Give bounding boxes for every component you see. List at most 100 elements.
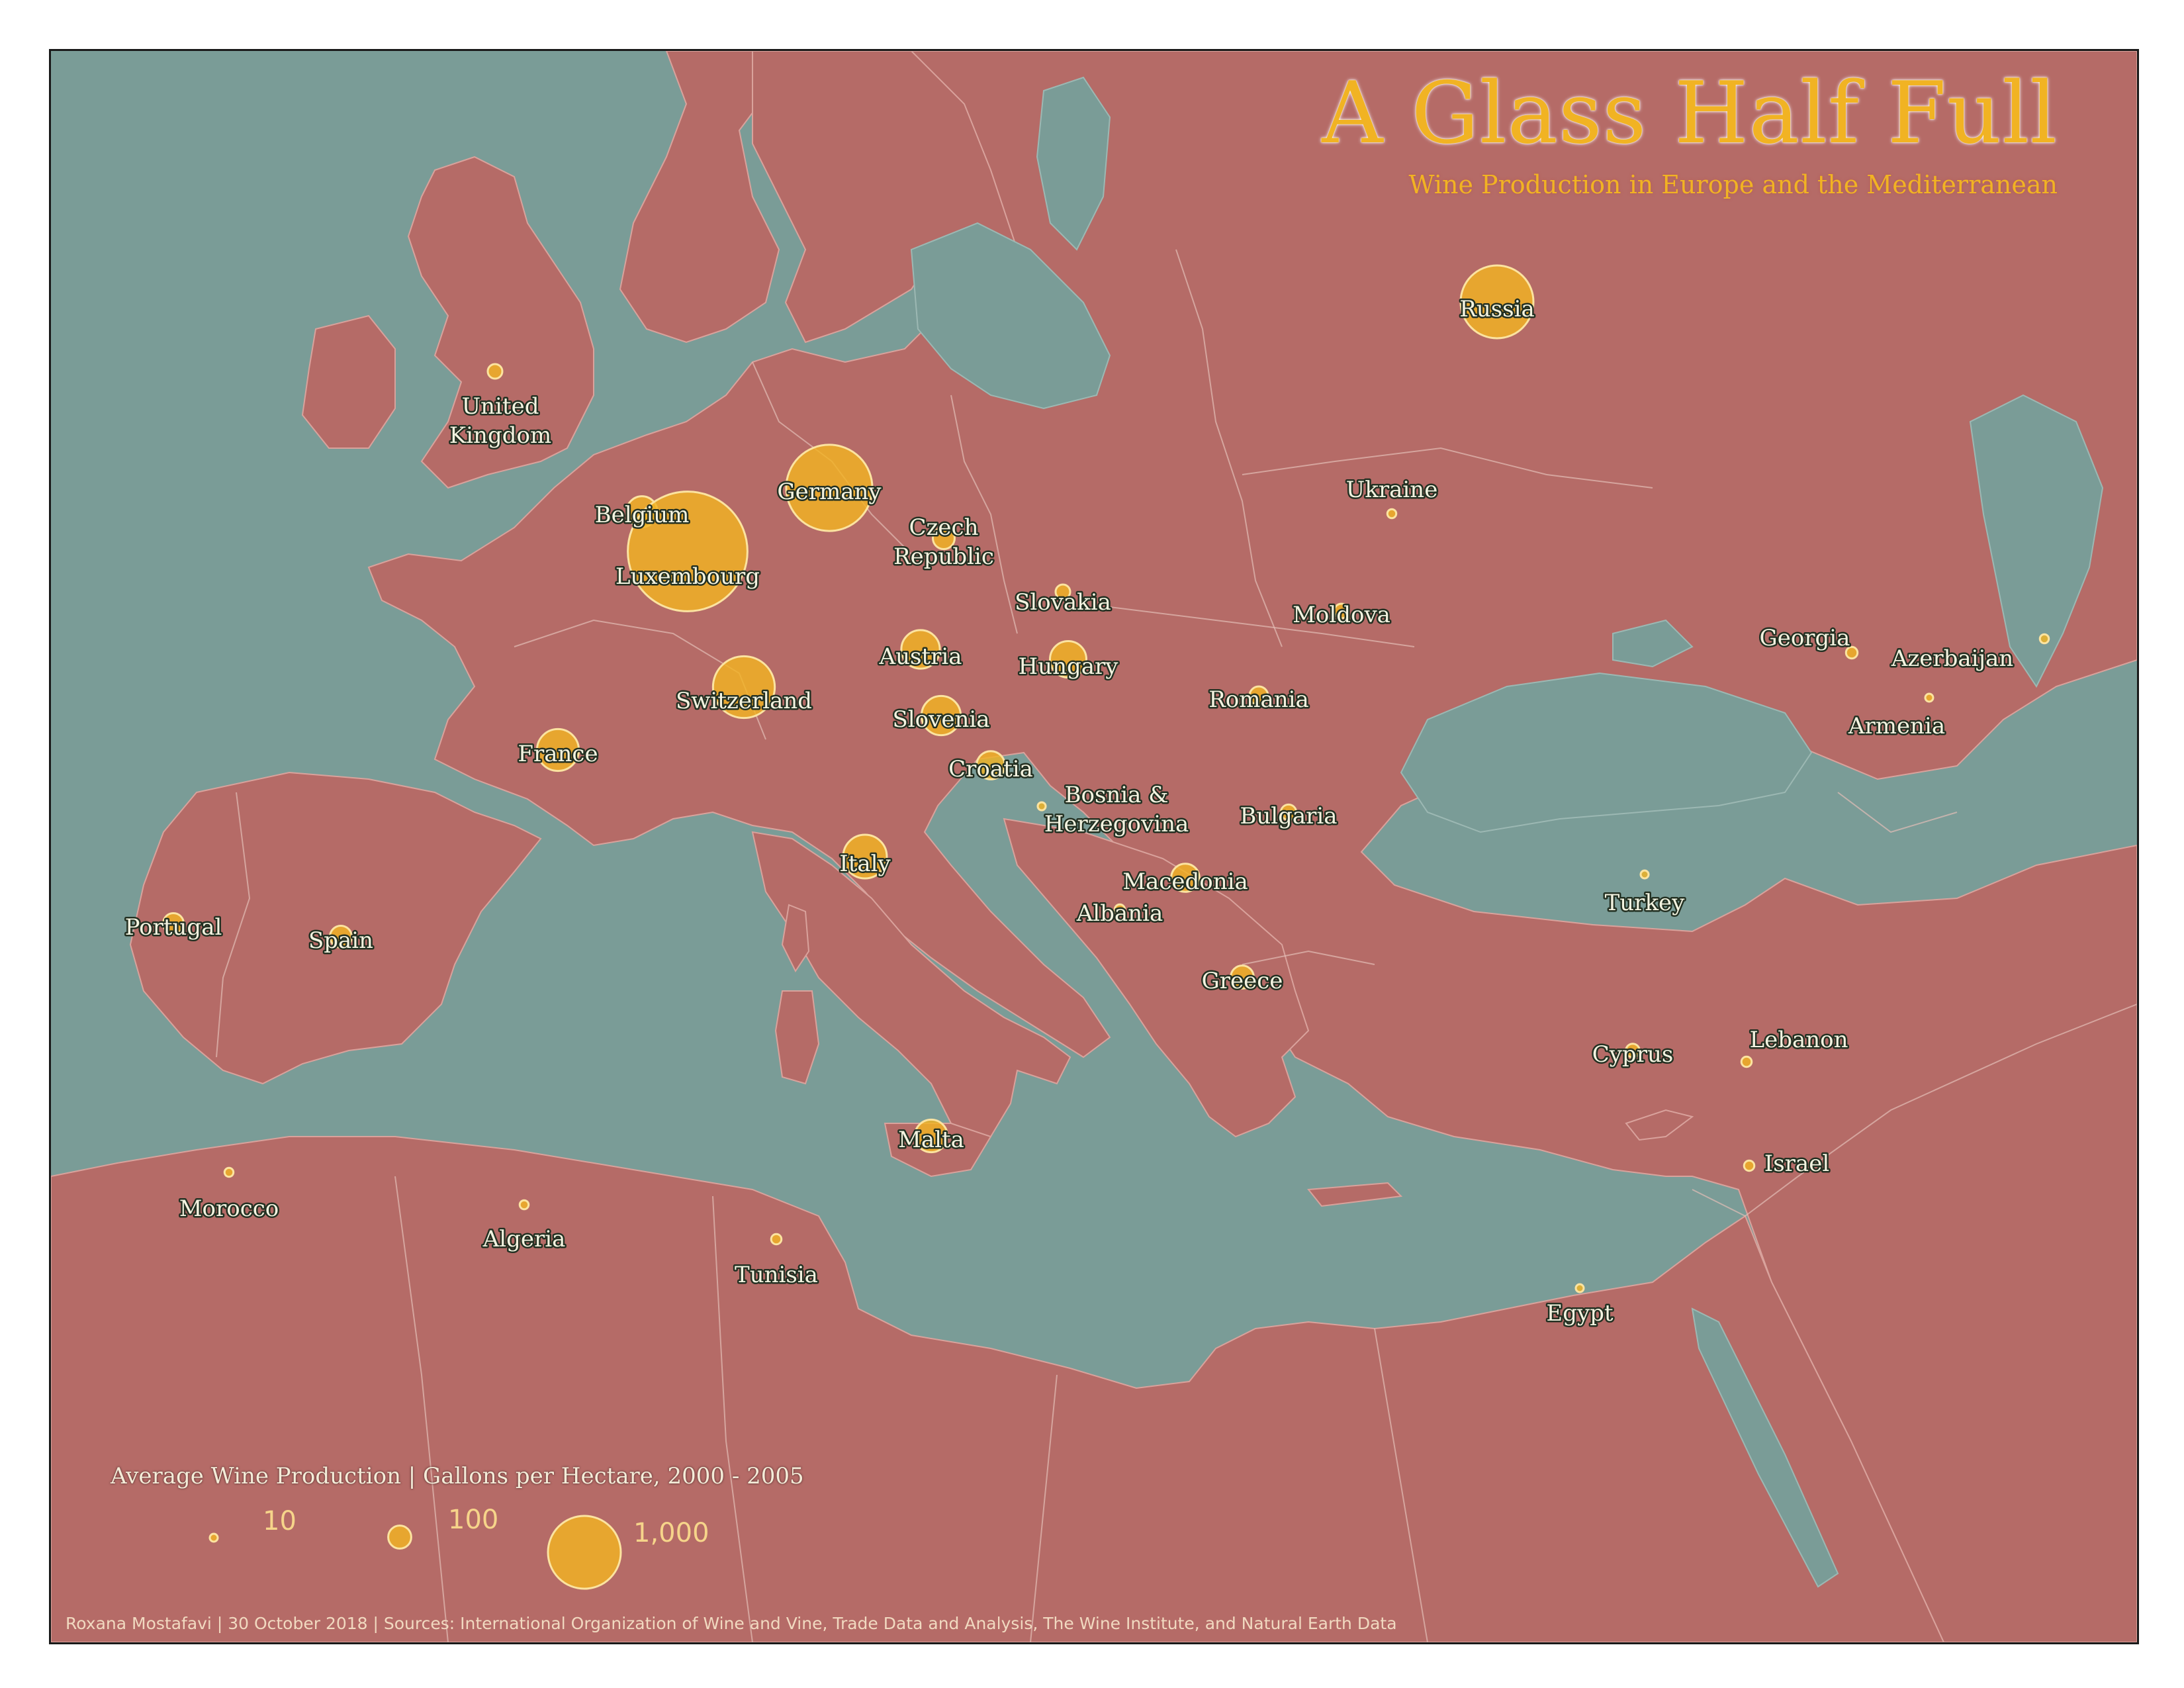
bubble-georgia bbox=[1844, 645, 1859, 660]
land-balkans bbox=[1003, 818, 1310, 1138]
bubble-malta bbox=[913, 1118, 949, 1154]
bubble-russia bbox=[1459, 264, 1535, 340]
label-italy: Italy bbox=[839, 851, 891, 877]
bubble-morocco bbox=[223, 1166, 235, 1178]
land-ireland bbox=[301, 314, 396, 449]
border-line bbox=[712, 1196, 753, 1642]
border-line bbox=[394, 1176, 449, 1642]
azov-sea bbox=[1612, 619, 1694, 668]
label-romania: Romania bbox=[1208, 686, 1309, 713]
legend-label-10: 10 bbox=[263, 1506, 296, 1536]
legend-label-100: 100 bbox=[448, 1505, 499, 1535]
bubble-algeria bbox=[518, 1199, 530, 1211]
bubble-lebanon bbox=[1740, 1055, 1753, 1068]
label-cyprus: Cyprus bbox=[1592, 1041, 1674, 1068]
land-italy bbox=[751, 831, 1071, 1164]
border-line bbox=[1109, 606, 1415, 647]
label-moldova: Moldova bbox=[1293, 602, 1390, 628]
bubble-switzerland bbox=[711, 655, 776, 720]
bubble-azerbaijan bbox=[2038, 633, 2050, 645]
legend-label-1000: 1,000 bbox=[633, 1518, 709, 1548]
label-slovakia: Slovakia bbox=[1015, 589, 1111, 616]
production-bubbles bbox=[161, 264, 2050, 1293]
border-line bbox=[1242, 950, 1375, 965]
label-belgium: Belgium bbox=[595, 502, 690, 528]
bubble-slovenia bbox=[920, 694, 962, 737]
baltic-sea bbox=[910, 222, 1111, 410]
label-georgia: Georgia bbox=[1760, 625, 1850, 651]
label-morocco: Morocco bbox=[179, 1196, 279, 1222]
label-russia: Russia bbox=[1459, 296, 1535, 322]
border-line bbox=[1837, 792, 1958, 833]
bubble-romania bbox=[1248, 685, 1269, 706]
label-hungary: Hungary bbox=[1019, 653, 1119, 680]
bubble-luxembourg bbox=[627, 491, 749, 612]
bubble-tunisia bbox=[770, 1233, 783, 1246]
bubble-italy bbox=[842, 833, 888, 880]
label-macedonia: Macedonia bbox=[1122, 868, 1248, 895]
label-france: France bbox=[518, 741, 598, 767]
label-malta: Malta bbox=[898, 1127, 964, 1153]
bubble-bulgaria bbox=[1279, 803, 1298, 821]
legend-bubble-1000 bbox=[547, 1515, 622, 1590]
bubble-germany bbox=[785, 444, 874, 532]
border-line bbox=[216, 792, 251, 1058]
map-title: A Glass Half Full bbox=[1322, 64, 2058, 163]
label-luxembourg: Luxembourg bbox=[615, 563, 760, 590]
label-czech-republic: Czech bbox=[909, 514, 979, 541]
map-subtitle: Wine Production in Europe and the Medite… bbox=[1408, 170, 2058, 199]
label-turkey: Turkey bbox=[1605, 890, 1686, 916]
bubble-albania bbox=[1113, 903, 1126, 916]
inland-seas bbox=[910, 76, 2104, 1588]
bubble-macedonia bbox=[1170, 863, 1201, 893]
label-bosnia-herzegovina: Bosnia & bbox=[1064, 782, 1168, 808]
legend-bubble-10 bbox=[208, 1532, 219, 1543]
border-line bbox=[1175, 249, 1283, 647]
label-germany: Germany bbox=[777, 479, 882, 505]
black-sea bbox=[1400, 672, 1813, 833]
bubble-slovakia bbox=[1054, 583, 1071, 600]
label-tunisia: Tunisia bbox=[735, 1262, 818, 1288]
label-greece: Greece bbox=[1202, 968, 1283, 994]
border-line bbox=[950, 395, 1018, 634]
label-portugal: Portugal bbox=[125, 914, 222, 941]
legend-bubble-100 bbox=[387, 1524, 412, 1550]
bubble-moldova bbox=[1333, 602, 1350, 620]
label-lebanon: Lebanon bbox=[1750, 1027, 1848, 1053]
land-great-britain bbox=[407, 156, 594, 489]
bubble-france bbox=[535, 727, 580, 773]
bubble-ukraine bbox=[1386, 508, 1398, 520]
label-austria: Austria bbox=[879, 643, 962, 670]
bubble-cyprus bbox=[1625, 1043, 1641, 1058]
bubble-armenia bbox=[1924, 692, 1934, 703]
label-armenia: Armenia bbox=[1848, 713, 1945, 739]
bubble-turkey bbox=[1639, 869, 1650, 880]
red-sea bbox=[1691, 1307, 1839, 1588]
label-albania: Albania bbox=[1076, 900, 1163, 927]
map-frame: Russia United Kingdom Ukraine Germany Belgium… bbox=[49, 49, 2139, 1644]
caspian-sea bbox=[1969, 394, 2104, 688]
label-israel: Israel bbox=[1764, 1150, 1829, 1177]
border-line bbox=[1692, 1004, 2137, 1217]
label-croatia: Croatia bbox=[948, 756, 1033, 782]
bubble-greece bbox=[1230, 964, 1255, 990]
label-switzerland: Switzerland bbox=[676, 688, 812, 714]
land-crete bbox=[1307, 1182, 1403, 1207]
label-bulgaria: Bulgaria bbox=[1240, 803, 1337, 829]
bubble-croatia bbox=[976, 750, 1006, 780]
bubble-austria bbox=[900, 629, 941, 670]
label-azerbaijan: Azerbaijan bbox=[1891, 645, 2013, 672]
label-slovenia: Slovenia bbox=[892, 706, 989, 733]
bubble-bosnia-herzegovina bbox=[1036, 801, 1047, 812]
legend-title: Average Wine Production | Gallons per He… bbox=[111, 1463, 804, 1489]
bubble-hungary bbox=[1049, 640, 1087, 679]
label-united-kingdom: United bbox=[462, 393, 539, 420]
border-line bbox=[1374, 1328, 1428, 1642]
bubble-israel bbox=[1743, 1159, 1756, 1172]
land-sardinia bbox=[774, 990, 820, 1085]
legend-bubbles bbox=[208, 1515, 622, 1590]
border-line bbox=[1030, 1374, 1058, 1642]
bubble-united-kingdom bbox=[486, 363, 504, 380]
